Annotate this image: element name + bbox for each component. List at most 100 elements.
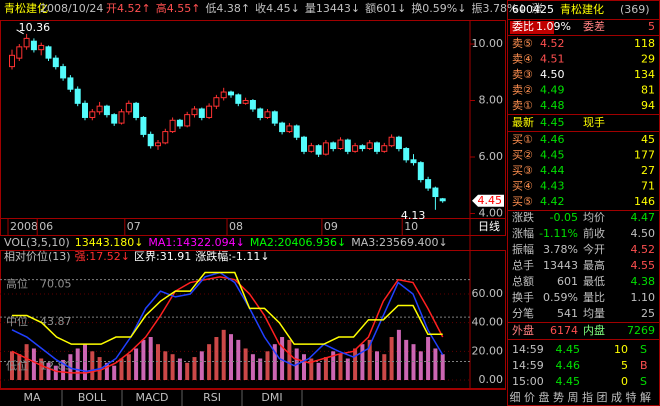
indicator-bar bbox=[17, 354, 22, 380]
candle-body bbox=[301, 136, 307, 152]
candle-body bbox=[425, 179, 432, 189]
side-tab[interactable]: 指 bbox=[582, 390, 593, 404]
y-tick-label: 4.00 bbox=[479, 206, 504, 219]
side-tab[interactable]: 周 bbox=[568, 391, 579, 404]
header-field: 额601↓ bbox=[365, 2, 406, 15]
indicator-bar bbox=[192, 357, 197, 380]
indicator-bar bbox=[353, 348, 358, 380]
vol-text: MA3:23569.400↓ bbox=[351, 236, 447, 249]
tab[interactable]: RSI bbox=[203, 391, 221, 404]
volume: 94 bbox=[641, 99, 655, 112]
candle-body bbox=[322, 142, 329, 155]
side-tab[interactable]: 成 bbox=[611, 391, 622, 404]
candle-body bbox=[23, 37, 30, 48]
label: 买① bbox=[512, 133, 533, 146]
code: 600425 bbox=[512, 3, 554, 16]
label: 今开 bbox=[583, 242, 605, 256]
date-frame bbox=[0, 218, 506, 236]
side-tab[interactable]: 解 bbox=[640, 390, 651, 404]
side-tab[interactable]: 盘 bbox=[539, 390, 550, 404]
candle-body bbox=[257, 108, 264, 118]
candle-body bbox=[198, 108, 205, 118]
side-tab[interactable]: 价 bbox=[524, 391, 535, 404]
candle-body bbox=[169, 119, 176, 133]
candle-body bbox=[286, 125, 293, 133]
price: 4.46 bbox=[540, 133, 565, 146]
indicator-bar bbox=[141, 339, 146, 380]
indicator-bar bbox=[367, 339, 372, 380]
value: 4.55 bbox=[631, 259, 656, 272]
tab[interactable]: MACD bbox=[136, 391, 169, 404]
candle-body bbox=[410, 159, 417, 164]
candle-body bbox=[9, 54, 15, 68]
tab[interactable]: DMI bbox=[261, 391, 282, 404]
indicator-bar bbox=[214, 337, 219, 380]
value: 13443 bbox=[543, 259, 578, 272]
indicator-bar bbox=[221, 329, 226, 380]
price: 4.52 bbox=[540, 37, 565, 50]
indicator-bar bbox=[75, 348, 80, 380]
date-label: 06 bbox=[39, 220, 53, 233]
indicator-bar bbox=[433, 348, 438, 380]
date-label: 2008 bbox=[10, 220, 38, 233]
y-tick-label: 20.00 bbox=[472, 344, 504, 357]
indicator-bar bbox=[163, 351, 168, 380]
candle-body bbox=[337, 139, 344, 150]
price: 4.49 bbox=[540, 84, 565, 97]
indicator-bar bbox=[185, 362, 190, 380]
header-field: 高4.55↑ bbox=[156, 1, 201, 15]
value: 541 bbox=[557, 307, 578, 320]
indicator-bar bbox=[31, 348, 36, 380]
price: 4.46 bbox=[556, 359, 581, 372]
candle-body bbox=[147, 133, 154, 147]
header-field: 开4.52↑ bbox=[106, 2, 151, 15]
side-tab[interactable]: 细 bbox=[510, 391, 521, 404]
side: B bbox=[640, 359, 648, 372]
tab[interactable]: MA bbox=[23, 391, 40, 404]
candle-body bbox=[366, 142, 373, 150]
side-tab[interactable]: 势 bbox=[553, 391, 564, 404]
indicator-header: 相对价位(13) bbox=[4, 249, 71, 263]
label: 买⑤ bbox=[512, 195, 533, 208]
label: 总手 bbox=[512, 258, 534, 272]
date: 2008/10/24 bbox=[40, 2, 103, 15]
y-tick-label: 6.00 bbox=[479, 150, 504, 163]
candle-body bbox=[45, 46, 52, 59]
price: 4.48 bbox=[540, 99, 565, 112]
indicator-bar bbox=[250, 354, 255, 380]
indicator-header: 区界:31.91 bbox=[134, 250, 191, 263]
indicator-bar bbox=[258, 358, 263, 380]
candle-body bbox=[74, 88, 81, 104]
label: 卖⑤ bbox=[512, 37, 533, 50]
volume: 134 bbox=[634, 68, 655, 81]
indicator-bar bbox=[61, 359, 66, 380]
value: -0.05 bbox=[550, 211, 578, 224]
date-label: 10 bbox=[404, 220, 418, 233]
indicator-bar bbox=[440, 354, 445, 380]
value: 5 bbox=[648, 20, 655, 33]
volume: 27 bbox=[641, 164, 655, 177]
candle-body bbox=[125, 102, 132, 113]
candle-body bbox=[417, 162, 424, 181]
candle-body bbox=[352, 145, 359, 152]
indicator-bar bbox=[24, 344, 29, 380]
price: 4.45 bbox=[556, 343, 581, 356]
label: 总额 bbox=[512, 274, 534, 288]
level-value: 43.87 bbox=[40, 315, 72, 328]
tab[interactable]: BOLL bbox=[78, 391, 107, 404]
label: 内盘 bbox=[583, 323, 605, 337]
indicator-bar bbox=[375, 351, 379, 380]
side-tab[interactable]: 团 bbox=[597, 391, 608, 404]
side-tab[interactable]: 特 bbox=[626, 390, 637, 404]
indicator-bar bbox=[170, 354, 175, 380]
indicator-bar bbox=[236, 339, 241, 380]
date-label: 08 bbox=[229, 220, 243, 233]
indicator-bar bbox=[243, 348, 248, 380]
level-value: 70.05 bbox=[40, 278, 72, 291]
indicator-bar bbox=[331, 351, 336, 380]
header-field: 量13443↓ bbox=[305, 2, 360, 15]
label: 最高 bbox=[583, 258, 605, 272]
indicator-bar bbox=[345, 358, 350, 380]
candle-body bbox=[249, 100, 256, 110]
